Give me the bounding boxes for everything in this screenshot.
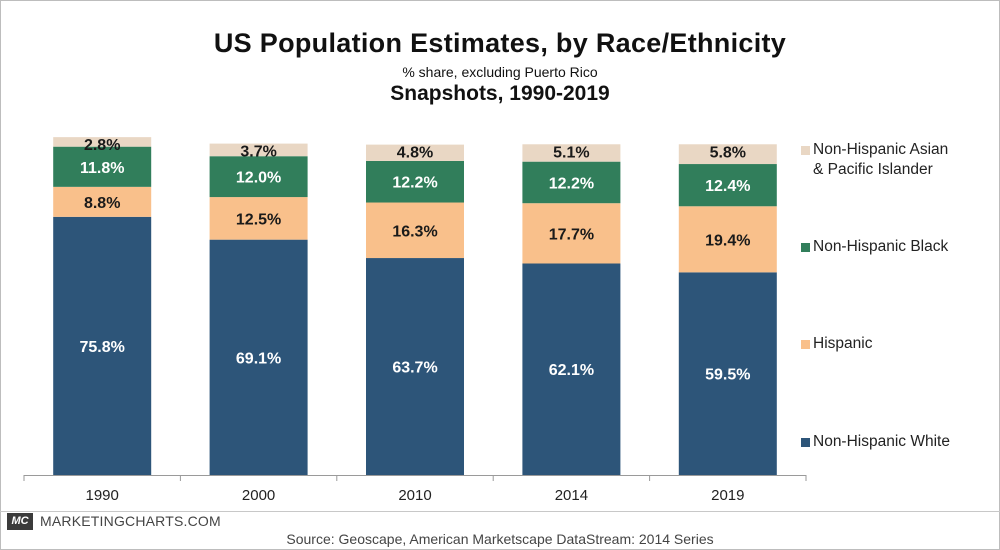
bar-segment: [366, 258, 464, 475]
legend-label-line: Non-Hispanic Asian: [813, 141, 949, 158]
data-label: 59.5%: [705, 367, 750, 384]
legend-item-white: Non-Hispanic White: [801, 432, 950, 452]
source-note: Source: Geoscape, American Marketscape D…: [286, 531, 714, 547]
data-label: 16.3%: [392, 223, 437, 240]
legend-item-asian-pacific: Non-Hispanic Asian & Pacific Islander: [801, 140, 949, 180]
data-label: 3.7%: [240, 144, 276, 161]
legend-swatch-asian-pacific: [801, 146, 810, 155]
legend-swatch-hispanic: [801, 340, 810, 349]
data-label: 62.1%: [549, 362, 594, 379]
data-label: 63.7%: [392, 360, 437, 377]
legend-item-hispanic: Hispanic: [801, 334, 873, 354]
bar-segment: [209, 239, 308, 475]
chart-snapshot-subtitle: Snapshots, 1990-2019: [390, 82, 610, 105]
legend-label-line: & Pacific Islander: [813, 161, 933, 178]
x-tick-label: 2010: [398, 487, 431, 504]
data-label: 5.8%: [710, 144, 746, 161]
bar-segment: [678, 272, 777, 475]
bar-segment: [209, 156, 308, 198]
bar-segment: [522, 263, 621, 475]
bar-segment: [209, 143, 308, 157]
data-label: 12.2%: [549, 175, 594, 192]
x-tick-label: 2019: [711, 487, 744, 504]
legend-swatch-white: [801, 438, 810, 447]
legend-label-line: Non-Hispanic White: [813, 433, 950, 450]
bar-segment: [53, 146, 152, 187]
data-label: 5.1%: [553, 144, 589, 161]
data-label: 19.4%: [705, 232, 750, 249]
footer-divider: [0, 511, 1000, 512]
data-label: 12.2%: [392, 175, 437, 192]
data-label: 2.8%: [84, 137, 120, 154]
data-label: 12.0%: [236, 170, 281, 187]
legend-label-line: Hispanic: [813, 335, 873, 352]
bar-segment: [209, 197, 308, 240]
data-label: 4.8%: [397, 145, 433, 162]
bar-segment: [678, 144, 777, 165]
bar-segment: [53, 186, 152, 217]
bar-segment: [522, 144, 621, 162]
data-label: 75.8%: [80, 339, 125, 356]
bar-segment: [522, 161, 621, 204]
bar-segment: [366, 202, 464, 259]
bar-segment: [678, 164, 777, 207]
bar-segment: [53, 216, 152, 475]
chart-subtitle: % share, excluding Puerto Rico: [402, 64, 598, 80]
bar-segment: [53, 137, 152, 147]
data-label: 8.8%: [84, 195, 120, 212]
legend-item-black: Non-Hispanic Black: [801, 237, 949, 257]
brand-logo: MC: [7, 513, 33, 530]
data-label: 12.4%: [705, 178, 750, 195]
bar-segment: [366, 144, 464, 161]
legend-swatch-black: [801, 243, 810, 252]
x-tick-label: 2000: [242, 487, 275, 504]
data-label: 12.5%: [236, 211, 281, 228]
bar-segment: [678, 206, 777, 273]
data-label: 11.8%: [80, 160, 124, 177]
bar-segment: [522, 203, 621, 264]
x-tick-label: 2014: [555, 487, 588, 504]
x-tick-label: 1990: [86, 487, 119, 504]
chart-title: US Population Estimates, by Race/Ethnici…: [213, 28, 787, 58]
bar-segment: [366, 160, 464, 203]
brand-name[interactable]: MARKETINGCHARTS.COM: [40, 513, 221, 529]
legend-label-line: Non-Hispanic Black: [813, 238, 949, 255]
data-label: 69.1%: [236, 350, 281, 367]
data-label: 17.7%: [549, 226, 594, 243]
